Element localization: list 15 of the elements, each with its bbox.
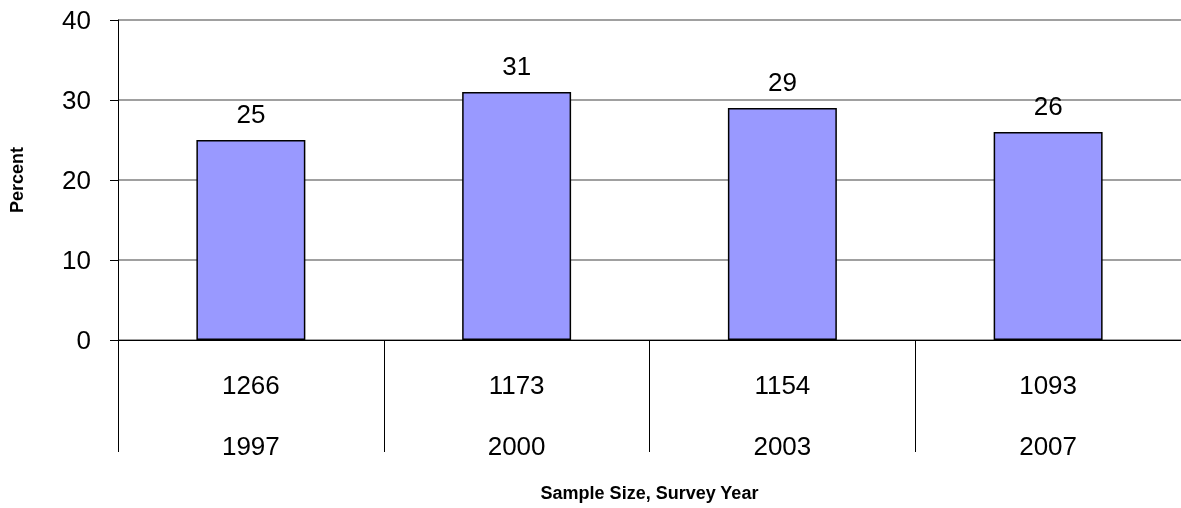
y-tick-label: 20 <box>62 165 91 195</box>
y-tick-label: 10 <box>62 245 91 275</box>
x-tick-label: 1173 2000 <box>487 369 546 461</box>
y-axis-title: Percent <box>7 146 27 214</box>
data-label: 25 <box>236 99 266 129</box>
data-label: 31 <box>502 51 532 81</box>
y-tick-label: 40 <box>62 5 91 35</box>
data-label: 29 <box>767 67 797 97</box>
y-tick-label: 30 <box>62 85 91 115</box>
x-tick-label: 1266 1997 <box>221 369 280 461</box>
data-label: 26 <box>1033 91 1063 121</box>
x-axis-title: Sample Size, Survey Year <box>540 483 759 503</box>
x-tick-label: 1093 2007 <box>1019 369 1078 461</box>
y-tick-label: 0 <box>76 325 91 355</box>
x-tick-label: 1154 2003 <box>753 369 812 461</box>
